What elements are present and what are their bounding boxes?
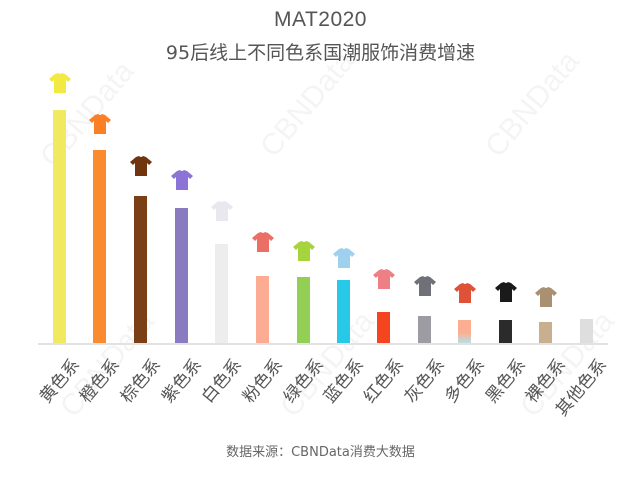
bar-7 xyxy=(337,280,350,343)
bar-1 xyxy=(93,150,106,343)
striped-sweater-icon xyxy=(453,283,476,303)
bar-8 xyxy=(377,312,390,343)
brown-tshirt-icon xyxy=(129,156,152,176)
data-source-note: 数据来源：CBNData消费大数据 xyxy=(226,445,415,460)
bar-0 xyxy=(53,110,66,343)
bar-9 xyxy=(418,316,431,343)
bar-11 xyxy=(499,320,512,343)
watermark: CBNData xyxy=(274,305,381,424)
green-sweater-icon xyxy=(292,241,315,261)
x-axis-label: 多色系 xyxy=(441,355,490,408)
purple-tshirt-icon xyxy=(170,170,193,190)
blue-sweater-icon xyxy=(332,248,355,268)
orange-sweater-icon xyxy=(88,114,111,134)
red-sweater-icon xyxy=(372,269,395,289)
bar-10 xyxy=(458,320,471,343)
black-shirt-icon xyxy=(494,282,517,302)
nude-shirt-icon xyxy=(534,287,557,307)
yellow-tshirt-icon xyxy=(48,73,71,93)
grey-striped-shirt-icon xyxy=(413,276,436,296)
white-jacket-icon xyxy=(210,201,233,221)
x-axis-label: 灰色系 xyxy=(401,355,450,408)
bar-13 xyxy=(580,319,593,343)
bar-5 xyxy=(256,276,269,343)
bar-4 xyxy=(215,244,228,343)
chart-subtitle: 95后线上不同色系国潮服饰消费增速 xyxy=(165,42,476,64)
x-axis-label: 红色系 xyxy=(360,355,409,408)
bar-12 xyxy=(539,322,552,343)
bar-3 xyxy=(175,208,188,343)
pink-tshirt-icon xyxy=(251,232,274,252)
x-axis-baseline xyxy=(38,343,608,345)
x-axis-label: 白色系 xyxy=(198,355,247,408)
x-axis-label: 紫色系 xyxy=(158,355,207,408)
chart-title: MAT2020 xyxy=(274,8,367,31)
bar-6 xyxy=(297,277,310,343)
bar-2 xyxy=(134,196,147,343)
